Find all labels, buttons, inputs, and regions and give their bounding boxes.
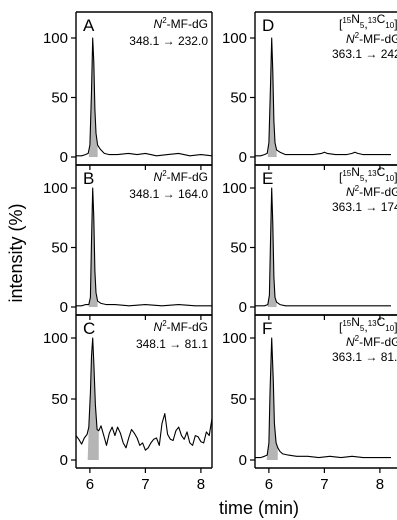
chromatogram-trace [76,37,212,157]
x-tick-label: 6 [265,476,273,493]
y-tick-label: 50 [51,240,68,257]
panel-plot-area [76,187,212,307]
panel-letter: A [83,16,95,35]
y-tick-label: 50 [230,391,247,408]
y-tick-label: 100 [43,180,68,197]
transition-label: 363.1 → 81.1 [332,350,397,364]
y-tick-label: 100 [222,330,247,347]
chromatogram-trace [255,337,391,459]
panel-letter: D [262,16,274,35]
x-tick-label: 6 [86,476,94,493]
compound-label: N2-MF-dG [154,319,208,334]
transition-label: 348.1 → 232.0 [129,34,208,48]
chromatogram-trace [255,187,391,307]
x-axis-label: time (min) [219,498,299,518]
x-tick-label: 7 [320,476,328,493]
y-tick-label: 0 [60,452,68,469]
compound-label-line2: N2-MF-dG [346,184,397,199]
peak-area-shading [87,338,99,460]
panel-letter: E [262,169,273,188]
x-tick-label: 7 [141,476,149,493]
compound-label: [15N5,13C10] [339,12,397,31]
compound-label: N2-MF-dG [154,16,208,31]
panel-letter: B [83,169,94,188]
panel-plot-area [76,337,212,460]
panel-b: 0 50 100 B N2-MF-dG 348.1 → 164.0 [43,164,213,320]
chromatogram-trace [76,337,212,451]
transition-label: 363.1 → 174.0 [332,200,397,214]
compound-label: [15N5,13C10] [339,165,397,184]
compound-label-line2: N2-MF-dG [346,334,397,349]
y-axis-label: intensity (%) [6,203,26,302]
panel-a: 0 50 100 A N2-MF-dG 348.1 → 232.0 [43,11,213,170]
y-tick-label: 0 [239,452,247,469]
compound-label: N2-MF-dG [154,169,208,184]
transition-label: 348.1 → 81.1 [136,337,208,351]
panel-c: 0 50 100 6 7 8 C N2-MF-dG 348.1 → 81.1 [43,314,213,493]
transition-label: 363.1 → 242.0 [332,47,397,61]
y-tick-label: 0 [239,149,247,166]
transition-label: 348.1 → 164.0 [129,187,208,201]
y-tick-label: 0 [239,299,247,316]
x-tick-label: 8 [376,476,384,493]
compound-label: [15N5,13C10] [339,315,397,334]
y-tick-label: 50 [230,240,247,257]
y-tick-label: 100 [43,330,68,347]
panel-letter: C [83,319,95,338]
compound-label-line2: N2-MF-dG [346,31,397,46]
panel-letter: F [262,319,272,338]
panel-plot-area [255,37,391,157]
peak-area-shading [267,38,277,157]
y-tick-label: 0 [60,149,68,166]
y-tick-label: 100 [222,180,247,197]
y-tick-label: 100 [43,30,68,47]
panel-plot-area [255,187,391,307]
chromatogram-trace [76,187,212,307]
panels-group: 0 50 100 A N2-MF-dG 348.1 → 232.0 0 50 100 B N2-MF… [43,11,397,493]
panel-plot-area [255,337,391,460]
panel-plot-area [76,37,212,157]
x-tick-label: 8 [197,476,205,493]
y-tick-label: 50 [51,90,68,107]
y-tick-label: 0 [60,299,68,316]
y-tick-label: 50 [230,90,247,107]
y-tick-label: 100 [222,30,247,47]
chromatogram-trace [255,37,391,157]
y-tick-label: 50 [51,391,68,408]
